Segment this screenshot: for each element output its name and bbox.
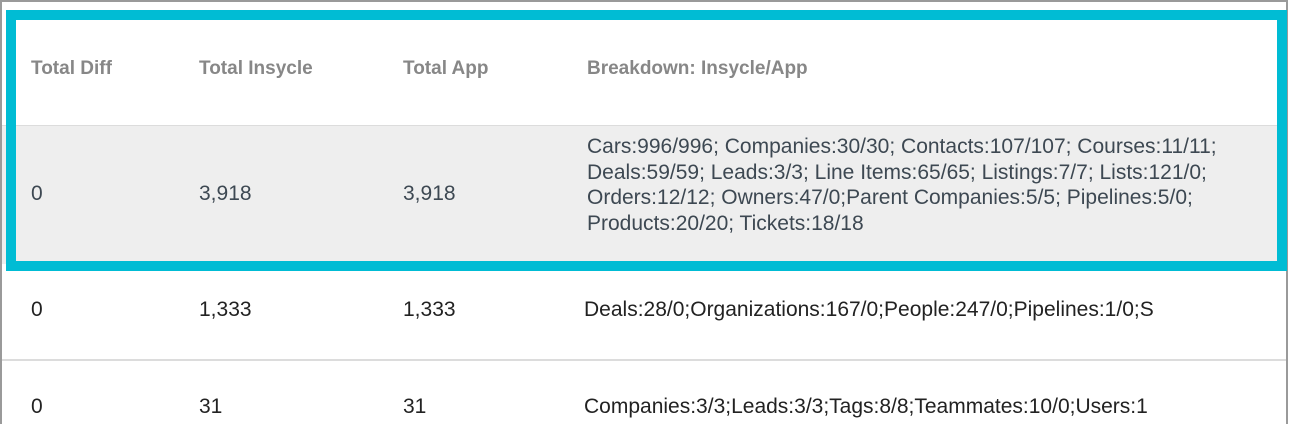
- breakdown-cell: Deals:28/0;Organizations:167/0;People:24…: [584, 298, 1154, 321]
- total-insycle-cell: 3,918: [199, 182, 252, 205]
- header-total-insycle[interactable]: Total Insycle: [199, 58, 313, 79]
- header-total-diff[interactable]: Total Diff: [31, 58, 112, 79]
- total-diff-cell: 0: [31, 395, 43, 418]
- breakdown-cell: Cars:996/996; Companies:30/30; Contacts:…: [587, 135, 1217, 235]
- total-app-cell: 1,333: [403, 298, 456, 321]
- breakdown-cell: Companies:3/3;Leads:3/3;Tags:8/8;Teammat…: [584, 395, 1148, 418]
- table-header: Total Diff Total Insycle Total App Break…: [2, 12, 1286, 127]
- total-diff-cell: 0: [31, 182, 43, 205]
- header-total-app[interactable]: Total App: [403, 58, 489, 79]
- header-breakdown[interactable]: Breakdown: Insycle/App: [587, 58, 808, 79]
- table-row[interactable]: 0 31 31 Companies:3/3;Leads:3/3;Tags:8/8…: [2, 361, 1286, 424]
- table-row[interactable]: 0 1,333 1,333 Deals:28/0;Organizations:1…: [2, 264, 1286, 361]
- total-insycle-cell: 1,333: [199, 298, 252, 321]
- table-row[interactable]: 0 3,918 3,918 Cars:996/996; Companies:30…: [2, 126, 1286, 264]
- total-diff-cell: 0: [31, 298, 43, 321]
- total-app-cell: 31: [403, 395, 427, 418]
- total-insycle-cell: 31: [199, 395, 223, 418]
- total-app-cell: 3,918: [403, 182, 456, 205]
